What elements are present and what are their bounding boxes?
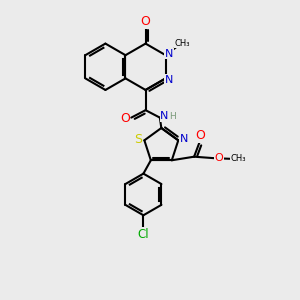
Text: O: O [141, 15, 151, 28]
Text: O: O [195, 129, 205, 142]
Text: CH₃: CH₃ [175, 39, 190, 48]
Text: N: N [179, 134, 188, 144]
Text: N: N [165, 75, 173, 85]
Text: H: H [169, 112, 176, 121]
Text: CH₃: CH₃ [230, 154, 246, 163]
Text: O: O [120, 112, 130, 125]
Text: N: N [160, 111, 169, 121]
Text: N: N [165, 49, 173, 59]
Text: S: S [134, 133, 142, 146]
Text: Cl: Cl [138, 228, 149, 241]
Text: O: O [215, 153, 224, 163]
